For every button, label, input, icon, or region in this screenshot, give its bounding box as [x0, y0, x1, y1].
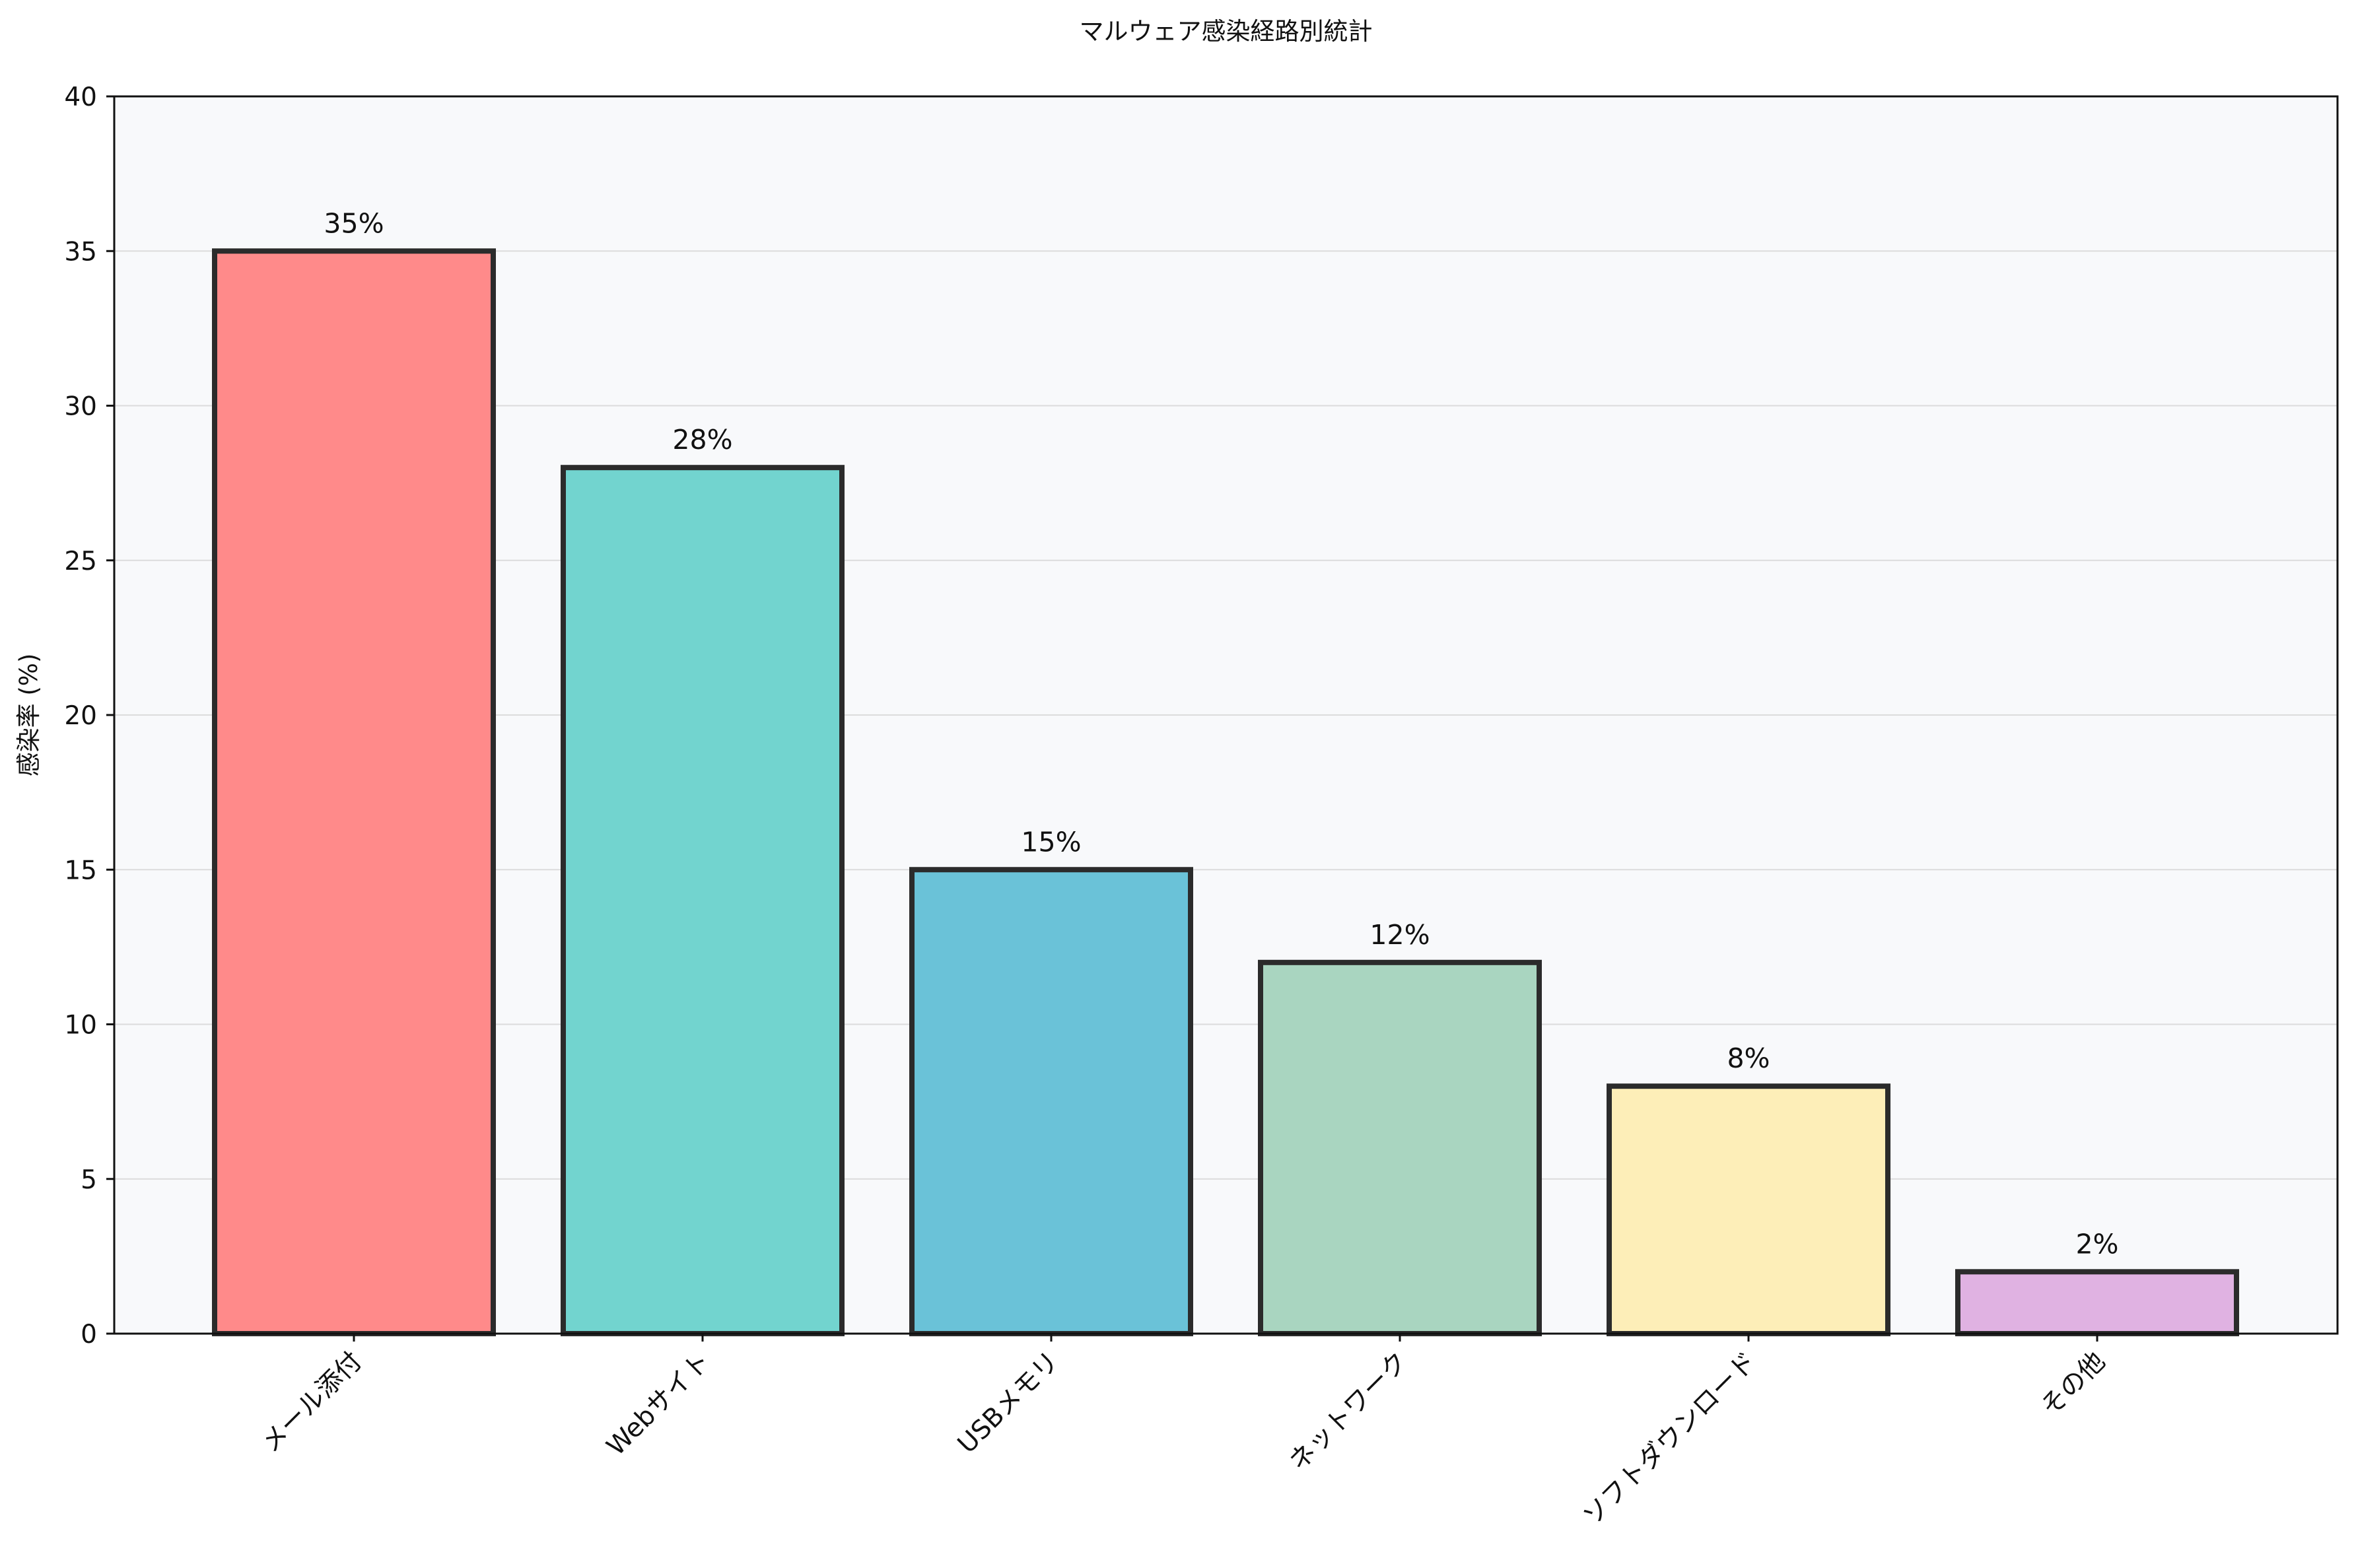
- y-tick-label: 15: [64, 856, 97, 885]
- y-tick-label: 25: [64, 547, 97, 576]
- y-tick-label: 0: [81, 1320, 97, 1349]
- bar: [1607, 1083, 1890, 1336]
- bar: [909, 867, 1193, 1336]
- x-tick-label: その他: [2036, 1346, 2112, 1422]
- bar: [212, 248, 496, 1336]
- data-label: 28%: [672, 424, 732, 456]
- y-axis-label: 感染率 (%): [15, 654, 43, 777]
- y-tick-label: 40: [64, 83, 97, 112]
- bar: [561, 465, 845, 1337]
- data-label: 12%: [1369, 919, 1430, 951]
- x-axis: メール添付 Webサイト USBメモリ ネットワーク ソフトダウンロード その他: [256, 1334, 2111, 1531]
- data-label: 15%: [1021, 826, 1081, 858]
- y-tick-label: 10: [64, 1011, 97, 1040]
- x-tick-label: ネットワーク: [1284, 1346, 1414, 1476]
- y-tick-label: 30: [64, 392, 97, 422]
- x-tick-label: メール添付: [256, 1346, 368, 1458]
- data-label: 35%: [324, 207, 384, 239]
- y-axis: 0 5 10 15 20 25 30 35 40: [64, 83, 114, 1349]
- x-tick-label: ソフトダウンロード: [1577, 1346, 1762, 1531]
- data-label: 8%: [1727, 1042, 1770, 1074]
- y-tick-label: 20: [64, 701, 97, 731]
- bar: [1955, 1269, 2239, 1337]
- data-label: 2%: [2075, 1228, 2118, 1260]
- bars: [212, 248, 2239, 1337]
- data-labels: 35% 28% 15% 12% 8% 2%: [324, 207, 2118, 1260]
- chart-title: マルウェア感染経路別統計: [1080, 17, 1373, 46]
- bar: [1258, 959, 1542, 1337]
- x-tick-label: Webサイト: [601, 1346, 716, 1462]
- x-tick-label: USBメモリ: [952, 1346, 1065, 1459]
- y-tick-label: 35: [64, 237, 97, 267]
- y-tick-label: 5: [81, 1165, 97, 1195]
